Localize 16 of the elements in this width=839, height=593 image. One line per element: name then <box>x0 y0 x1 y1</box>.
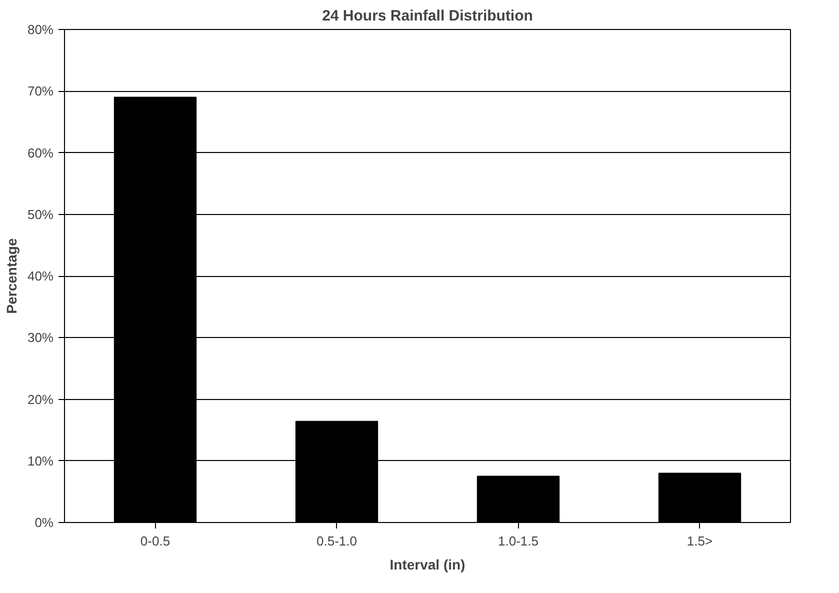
y-tick-label: 30% <box>27 330 54 346</box>
y-tick-label: 20% <box>27 392 54 407</box>
chart-title: 24 Hours Rainfall Distribution <box>322 8 533 24</box>
y-tick-label: 40% <box>27 268 54 284</box>
y-tick-label: 50% <box>27 206 54 222</box>
x-tick-label: 1.5> <box>686 534 713 548</box>
y-tick-label: 0% <box>34 515 54 530</box>
y-tick-label: 60% <box>27 145 54 160</box>
x-tick-label: 1.0-1.5 <box>498 534 538 548</box>
y-tick-label: 10% <box>27 453 54 468</box>
y-tick-label: 80% <box>27 22 54 37</box>
y-axis-title: Percentage <box>3 238 20 314</box>
x-tick-label: 0-0.5 <box>140 534 170 548</box>
x-tick-label: 0.5-1.0 <box>316 534 357 548</box>
x-axis-title: Interval (in) <box>390 556 466 572</box>
y-tick-label: 70% <box>27 84 54 99</box>
